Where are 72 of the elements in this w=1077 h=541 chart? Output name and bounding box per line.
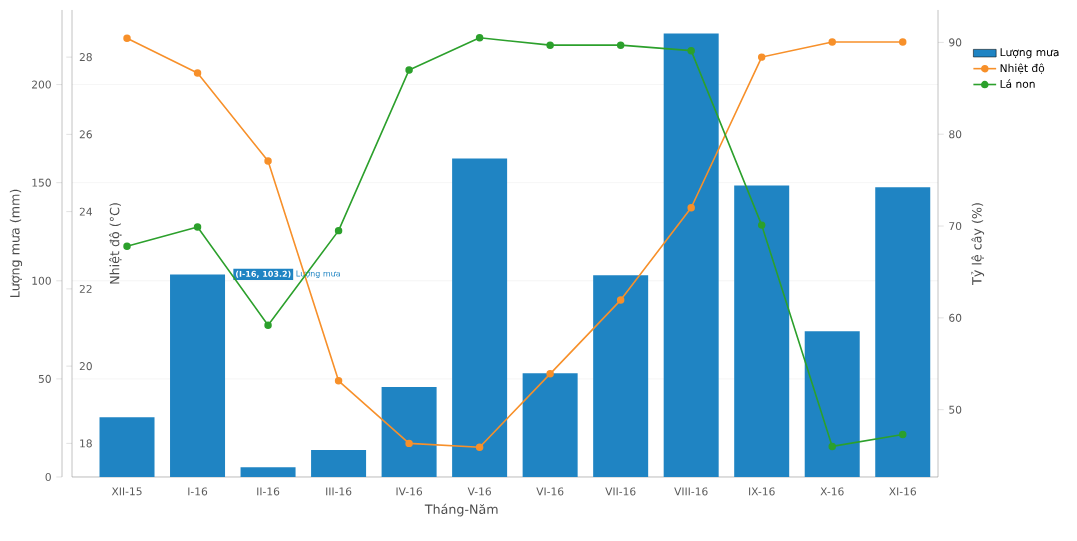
x-tick-label: VI-16 xyxy=(536,487,564,496)
y3-tick-label: 60 xyxy=(949,313,962,322)
point xyxy=(828,442,836,451)
x-tick-label: III-16 xyxy=(326,487,352,496)
y2-tick-label: 18 xyxy=(80,439,92,448)
y3-tick-label: 80 xyxy=(949,130,962,139)
y2-tick-label: 28 xyxy=(79,53,92,62)
y3-tick-label: 70 xyxy=(949,222,962,231)
y3-tick-label: 50 xyxy=(949,405,962,414)
x-tick-label: I-16 xyxy=(188,487,208,496)
point xyxy=(405,66,413,74)
x-tick-label: XII-15 xyxy=(111,487,142,496)
y-tick-label: 150 xyxy=(32,178,51,187)
y2-tick-label: 22 xyxy=(79,284,92,293)
bar xyxy=(593,275,649,477)
point xyxy=(264,321,272,329)
point xyxy=(475,443,484,451)
point xyxy=(334,226,343,235)
point xyxy=(193,69,202,77)
bar xyxy=(311,450,367,477)
bar xyxy=(663,33,719,477)
bar xyxy=(875,187,931,477)
y3-axis-title: Tỷ lệ cây (%) xyxy=(971,203,985,285)
point xyxy=(687,46,695,55)
x-tick-label: X-16 xyxy=(820,487,844,496)
x-axis-title: Tháng-Năm xyxy=(424,503,498,517)
y-axis-title: Lượng mưa (mm) xyxy=(9,189,23,298)
x-tick-label: V-16 xyxy=(467,487,491,496)
point xyxy=(616,41,625,49)
bar xyxy=(99,417,155,477)
legend-label: Lá non xyxy=(1000,79,1035,88)
x-tick-label: IV-16 xyxy=(396,487,423,496)
point xyxy=(828,38,836,46)
point xyxy=(475,34,484,42)
x-tick-label: IX-16 xyxy=(749,487,775,496)
annotation: (I-16, 103.2) xyxy=(236,270,291,278)
x-tick-label: XI-16 xyxy=(889,487,916,496)
point xyxy=(757,53,766,61)
legend-label: Nhiệt độ xyxy=(1000,63,1045,74)
point xyxy=(899,38,907,46)
point xyxy=(123,242,131,250)
point xyxy=(123,34,131,42)
legend-label: Lượng mưa xyxy=(1000,48,1059,59)
y-tick-label: 200 xyxy=(32,80,51,89)
y2-tick-label: 26 xyxy=(79,130,92,139)
point xyxy=(193,223,202,231)
y2-tick-label: 24 xyxy=(79,207,93,216)
bar xyxy=(522,373,578,477)
y-tick-label: 0 xyxy=(45,472,51,482)
point xyxy=(899,430,907,439)
point xyxy=(546,370,554,378)
bar xyxy=(452,158,508,477)
point xyxy=(405,439,413,448)
point xyxy=(616,296,625,304)
bar xyxy=(804,331,860,477)
bar xyxy=(381,387,437,477)
y2-axis-title: Nhiệt độ (°C) xyxy=(109,203,122,284)
point xyxy=(757,221,766,229)
point xyxy=(546,41,554,49)
y-tick-label: 50 xyxy=(38,374,51,383)
point xyxy=(334,377,343,385)
y-tick-label: 100 xyxy=(32,276,51,285)
point xyxy=(687,204,695,212)
x-tick-label: VII-16 xyxy=(605,487,636,496)
bar xyxy=(240,467,296,477)
x-tick-label: II-16 xyxy=(257,487,280,496)
y3-tick-label: 90 xyxy=(949,38,962,47)
point xyxy=(264,157,272,165)
y2-tick-label: 20 xyxy=(79,362,92,371)
x-tick-label: VIII-16 xyxy=(674,487,708,496)
bar xyxy=(734,185,790,477)
bar xyxy=(170,274,226,477)
